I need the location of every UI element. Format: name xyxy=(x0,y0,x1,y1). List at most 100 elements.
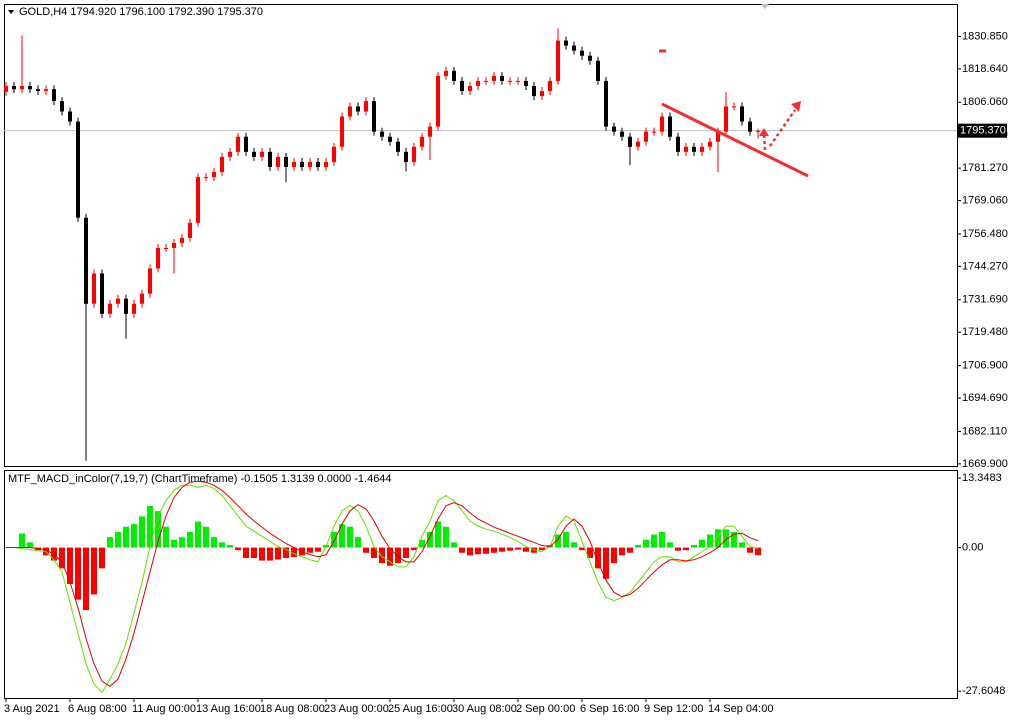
candle-body xyxy=(236,136,240,152)
candle-body xyxy=(60,101,64,112)
dotted-arrow xyxy=(762,133,767,151)
histogram-bar xyxy=(219,542,225,548)
histogram-bar xyxy=(587,547,593,558)
y-tick-label: 1806.060 xyxy=(962,96,1008,108)
candle-body xyxy=(668,116,672,137)
histogram-bar xyxy=(683,547,689,551)
histogram-bar xyxy=(603,547,609,579)
candle-body xyxy=(580,50,584,56)
indicator-title: MTF_MACD_inColor(7,19,7) (ChartTimeframe… xyxy=(8,473,392,485)
y-tick-label: 1744.270 xyxy=(962,260,1008,272)
candle-body xyxy=(36,89,40,92)
candle-body xyxy=(172,242,176,248)
candle-body xyxy=(740,106,744,122)
x-tick-label: 9 Sep 12:00 xyxy=(644,703,703,715)
histogram-bar xyxy=(539,547,545,551)
histogram-bar xyxy=(595,547,601,569)
x-tick-label: 14 Sep 04:00 xyxy=(708,703,773,715)
histogram-bar xyxy=(707,534,713,548)
candle-body xyxy=(476,80,480,86)
histogram-bar xyxy=(339,524,345,548)
histogram-bar xyxy=(635,544,641,548)
candle-body xyxy=(660,116,664,132)
histogram-bar xyxy=(731,531,737,548)
y-tick-label: 1694.690 xyxy=(962,392,1008,404)
candle-body xyxy=(756,130,760,132)
y-tick-label: 13.3483 xyxy=(962,472,1002,484)
histogram-bar xyxy=(691,544,697,548)
candle-body xyxy=(636,141,640,147)
histogram-bar xyxy=(747,547,753,553)
candle-body xyxy=(572,45,576,51)
menu-triangle[interactable] xyxy=(8,10,14,14)
histogram-bar xyxy=(723,529,729,548)
histogram-bar xyxy=(451,542,457,548)
histogram-bar xyxy=(315,547,321,552)
histogram-bar xyxy=(667,542,673,548)
candle-body xyxy=(412,146,416,162)
candle-body xyxy=(428,126,432,137)
histogram-bar xyxy=(675,547,681,551)
histogram-bar xyxy=(563,531,569,548)
y-tick-label: 1682.110 xyxy=(962,425,1007,437)
histogram-bar xyxy=(171,539,177,548)
candle-body xyxy=(684,146,688,152)
y-tick-label: 1781.270 xyxy=(962,162,1008,174)
candle-body xyxy=(716,131,720,142)
histogram-bar xyxy=(483,547,489,554)
y-tick-label: 1719.480 xyxy=(962,326,1008,338)
histogram-bar xyxy=(211,537,217,548)
histogram-bar xyxy=(131,524,137,548)
histogram-bar xyxy=(459,547,465,553)
candle-body xyxy=(164,247,168,249)
candle-body xyxy=(484,80,488,82)
candle-body xyxy=(300,161,304,167)
trend-line xyxy=(661,102,809,178)
x-tick-label: 25 Aug 16:00 xyxy=(388,703,453,715)
histogram-bar xyxy=(403,547,409,558)
price-panel xyxy=(4,4,958,467)
candle-body xyxy=(644,131,648,142)
histogram-bar xyxy=(139,516,145,548)
histogram-bar xyxy=(619,547,625,556)
x-tick-label: 2 Sep 00:00 xyxy=(516,703,575,715)
histogram-bar xyxy=(267,547,273,561)
histogram-bar xyxy=(283,547,289,558)
candle-body xyxy=(692,146,696,152)
candle-body xyxy=(588,55,592,61)
histogram-bar xyxy=(91,547,97,595)
histogram-bar xyxy=(259,547,265,561)
candle-body xyxy=(540,91,544,97)
candle-body xyxy=(316,161,320,167)
histogram-bar xyxy=(499,547,505,552)
histogram-bar xyxy=(611,547,617,564)
x-tick-label: 18 Aug 08:00 xyxy=(260,703,325,715)
chart-title: GOLD,H4 1794.920 1796.100 1792.390 1795.… xyxy=(19,6,263,18)
candle-body xyxy=(676,136,680,152)
histogram-bar xyxy=(755,547,761,556)
candle-body xyxy=(732,106,736,108)
histogram-bar xyxy=(643,539,649,548)
histogram-bar xyxy=(123,526,129,548)
candle-body xyxy=(612,126,616,132)
histogram-bar xyxy=(523,547,529,552)
candle-body xyxy=(28,85,32,90)
histogram-bar xyxy=(467,547,473,556)
candle-body xyxy=(132,303,136,314)
x-tick-label: 13 Aug 16:00 xyxy=(196,703,261,715)
candle-body xyxy=(524,80,528,86)
candle-body xyxy=(324,161,328,167)
candle-body xyxy=(532,85,536,97)
candle-body xyxy=(204,177,208,179)
histogram-bar xyxy=(67,547,73,584)
histogram-bar xyxy=(331,531,337,548)
dotted-arrow xyxy=(768,109,797,147)
candle-body xyxy=(444,70,448,76)
histogram-bar xyxy=(491,547,497,553)
histogram-bar xyxy=(363,547,369,553)
histogram-bar xyxy=(83,547,89,611)
x-tick-label: 23 Aug 00:00 xyxy=(324,703,389,715)
histogram-bar xyxy=(251,547,257,558)
histogram-bar xyxy=(187,531,193,548)
macd-panel xyxy=(4,470,958,699)
